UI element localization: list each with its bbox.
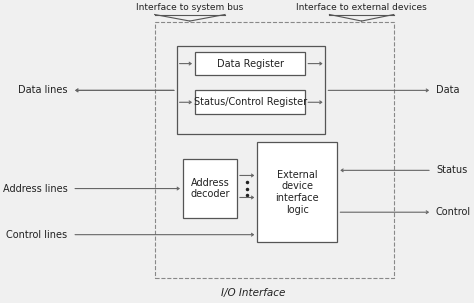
Bar: [177, 46, 326, 134]
Text: Interface to external devices: Interface to external devices: [296, 3, 427, 12]
Bar: [195, 90, 305, 114]
Text: Control: Control: [436, 207, 471, 217]
Bar: [155, 22, 394, 278]
Bar: [195, 52, 305, 75]
Text: Control lines: Control lines: [6, 230, 67, 240]
Text: Address
decoder: Address decoder: [190, 178, 229, 199]
Text: External
device
interface
logic: External device interface logic: [275, 170, 319, 215]
Text: Data lines: Data lines: [18, 85, 67, 95]
Bar: [257, 142, 337, 242]
Bar: [183, 159, 237, 218]
Text: Data: Data: [436, 85, 459, 95]
Text: I/O Interface: I/O Interface: [221, 288, 285, 298]
Text: Address lines: Address lines: [3, 184, 67, 194]
Text: Status/Control Register: Status/Control Register: [193, 97, 307, 107]
Text: Status: Status: [436, 165, 467, 175]
Text: Interface to system bus: Interface to system bus: [136, 3, 244, 12]
Text: Data Register: Data Register: [217, 58, 283, 68]
